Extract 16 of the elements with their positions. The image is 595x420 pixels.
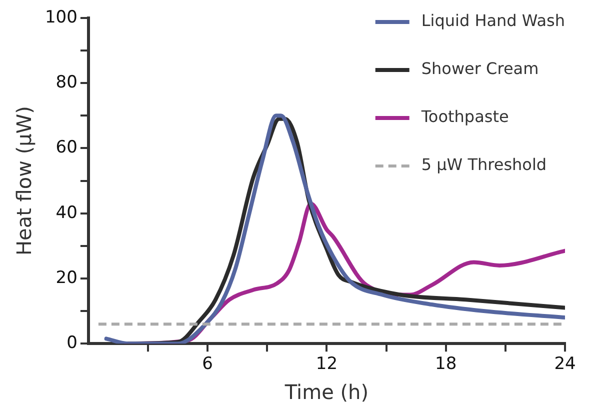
y-tick-label: 60	[56, 138, 78, 158]
y-tick-label: 20	[56, 268, 78, 288]
legend-label: Shower Cream	[421, 59, 539, 78]
legend-label: Toothpaste	[420, 107, 509, 126]
y-tick-label: 40	[56, 202, 78, 223]
x-axis-title: Time (h)	[284, 380, 369, 404]
y-tick-label: 0	[66, 333, 78, 354]
x-tick-label: 6	[202, 354, 213, 374]
y-tick-label: 100	[44, 7, 78, 28]
y-axis-title: Heat flow (µW)	[12, 106, 36, 256]
x-tick-label: 18	[435, 354, 457, 374]
legend-label: 5 µW Threshold	[421, 155, 547, 174]
legend-label: Liquid Hand Wash	[421, 11, 565, 30]
y-tick-label: 80	[56, 72, 78, 93]
x-tick-label: 12	[316, 354, 338, 374]
x-tick-label: 24	[554, 354, 576, 374]
